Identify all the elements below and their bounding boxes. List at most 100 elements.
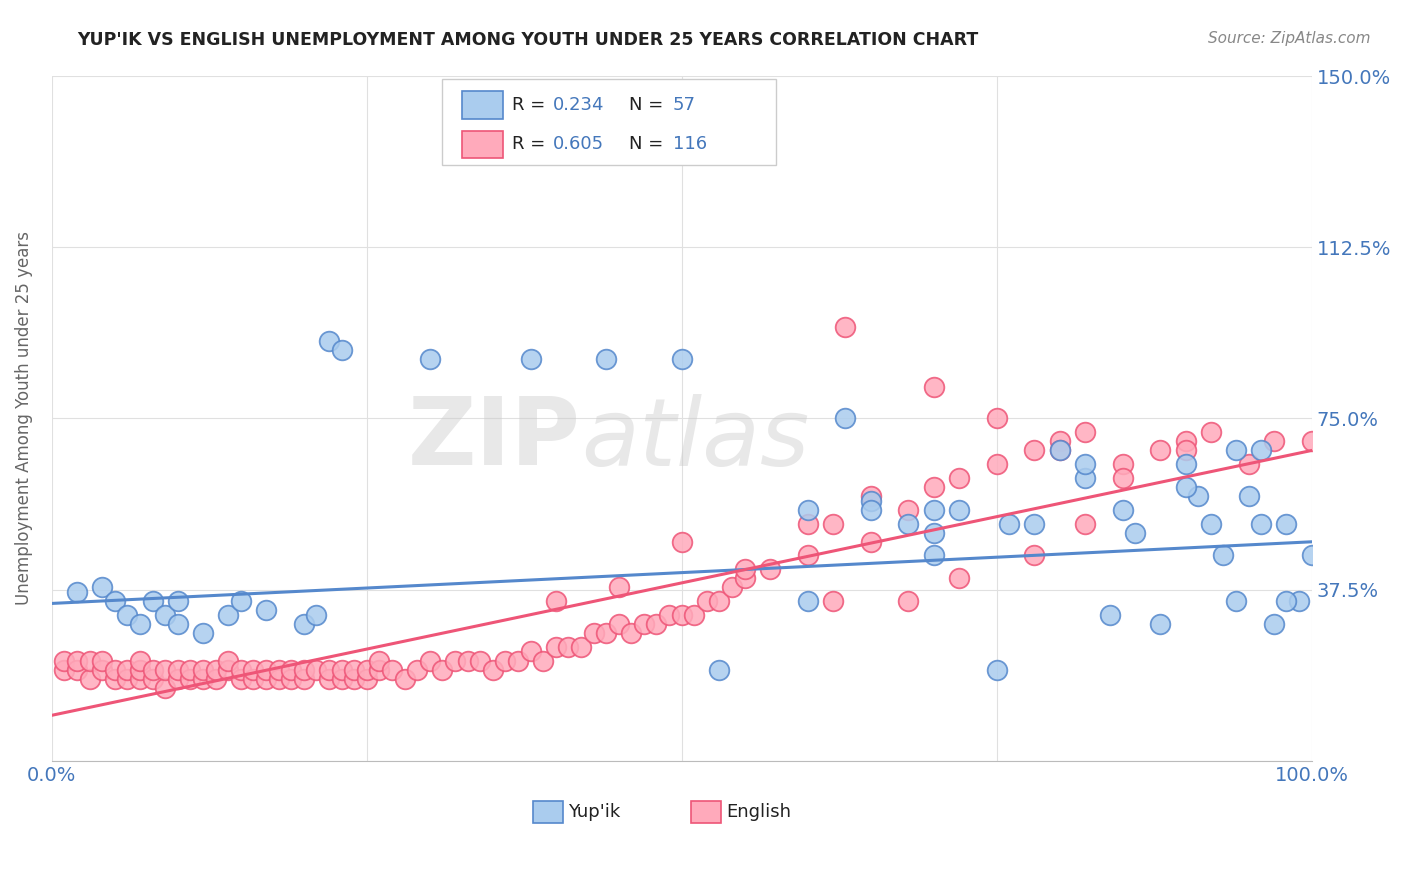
Point (153, 607, 176, 622)
Point (1225, 443, 1247, 458)
Point (166, 663, 188, 677)
Point (1074, 471, 1097, 485)
Point (834, 320, 856, 334)
Point (595, 626, 617, 640)
Point (179, 672, 201, 686)
Point (986, 663, 1008, 677)
Point (229, 663, 252, 677)
Point (633, 617, 655, 632)
Point (1149, 443, 1171, 458)
Point (834, 411, 856, 425)
Point (620, 626, 643, 640)
Point (922, 379, 945, 393)
Point (330, 672, 353, 686)
Point (796, 594, 818, 608)
Point (759, 562, 782, 576)
Point (519, 644, 541, 658)
Point (1199, 425, 1222, 440)
Point (66, 663, 89, 677)
Point (305, 607, 328, 622)
Point (1024, 549, 1046, 563)
Point (1074, 425, 1097, 440)
Point (607, 617, 630, 632)
Point (595, 352, 617, 367)
Point (179, 663, 201, 677)
Point (129, 617, 152, 632)
Point (343, 672, 366, 686)
Point (153, 663, 176, 677)
Point (191, 672, 214, 686)
Text: 57: 57 (673, 96, 696, 114)
Point (191, 663, 214, 677)
Point (217, 653, 239, 667)
Point (859, 493, 882, 508)
Point (506, 653, 529, 667)
Point (1237, 457, 1260, 471)
Point (709, 663, 731, 677)
Point (519, 352, 541, 367)
Point (1225, 594, 1247, 608)
Point (129, 672, 152, 686)
Point (166, 594, 188, 608)
Point (709, 594, 731, 608)
Point (1024, 443, 1046, 458)
Text: N =: N = (628, 136, 669, 153)
Point (229, 594, 252, 608)
Point (368, 653, 391, 667)
Point (922, 525, 945, 540)
Point (569, 640, 592, 654)
Point (117, 607, 139, 622)
Point (922, 480, 945, 494)
Point (292, 663, 315, 677)
Point (859, 489, 882, 503)
Point (104, 672, 127, 686)
Point (104, 663, 127, 677)
FancyBboxPatch shape (463, 91, 503, 119)
Text: English: English (725, 804, 790, 822)
Point (406, 663, 429, 677)
Point (734, 562, 756, 576)
Point (468, 653, 491, 667)
Point (922, 503, 945, 517)
Point (91, 663, 114, 677)
Point (79, 653, 101, 667)
Point (607, 581, 630, 595)
Point (381, 663, 404, 677)
Point (557, 640, 579, 654)
Point (1301, 549, 1323, 563)
Text: YUP'IK VS ENGLISH UNEMPLOYMENT AMONG YOUTH UNDER 25 YEARS CORRELATION CHART: YUP'IK VS ENGLISH UNEMPLOYMENT AMONG YOU… (77, 31, 979, 49)
Point (356, 663, 378, 677)
Point (242, 672, 264, 686)
Point (330, 663, 353, 677)
Point (318, 672, 340, 686)
Point (394, 672, 416, 686)
Point (544, 640, 567, 654)
Point (1174, 434, 1197, 449)
Point (153, 681, 176, 695)
Text: Source: ZipAtlas.com: Source: ZipAtlas.com (1208, 31, 1371, 46)
Point (1174, 443, 1197, 458)
Point (948, 571, 970, 585)
Point (166, 617, 188, 632)
Point (267, 663, 290, 677)
Point (986, 411, 1008, 425)
Point (1049, 443, 1071, 458)
Point (267, 672, 290, 686)
Point (671, 352, 693, 367)
Point (1250, 443, 1272, 458)
Point (204, 663, 226, 677)
Point (859, 503, 882, 517)
Point (1263, 434, 1285, 449)
Point (1024, 516, 1046, 531)
FancyBboxPatch shape (463, 130, 503, 158)
Point (356, 672, 378, 686)
Point (204, 672, 226, 686)
Point (330, 343, 353, 357)
Point (948, 503, 970, 517)
FancyBboxPatch shape (533, 801, 564, 823)
Text: 0.605: 0.605 (553, 136, 605, 153)
Point (671, 607, 693, 622)
Point (1111, 503, 1133, 517)
Point (986, 457, 1008, 471)
Point (66, 653, 89, 667)
